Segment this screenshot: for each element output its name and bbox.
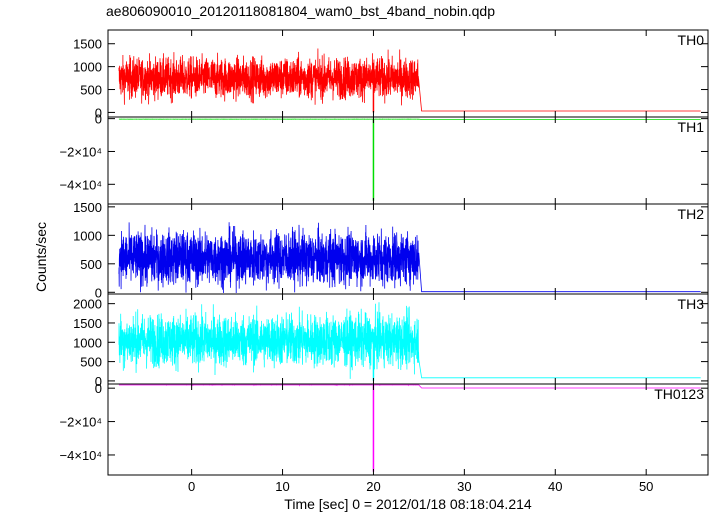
y-tick-label: −4×10⁴ — [60, 448, 102, 463]
x-tick-label: 40 — [548, 479, 562, 494]
x-tick-label: 10 — [275, 479, 289, 494]
y-tick-label: 0 — [95, 105, 102, 120]
y-tick-label: 500 — [80, 257, 102, 272]
panel-label: TH0123 — [654, 386, 704, 402]
x-tick-label: 20 — [366, 479, 380, 494]
y-tick-label: 1500 — [73, 200, 102, 215]
y-tick-label: −2×10⁴ — [60, 415, 102, 430]
series-line — [118, 384, 701, 389]
x-tick-label: 50 — [639, 479, 653, 494]
series-line — [118, 118, 701, 120]
panel-label: TH0 — [678, 32, 705, 48]
y-tick-label: 0 — [95, 285, 102, 300]
panel-frame — [107, 383, 709, 476]
y-tick-label: 500 — [80, 355, 102, 370]
panel-label: TH2 — [678, 206, 705, 222]
y-tick-label: 1000 — [73, 228, 102, 243]
y-tick-label: 1000 — [73, 60, 102, 75]
panel-th1: 0 −2×10⁴ −4×10⁴ TH1 — [60, 112, 709, 205]
panel-th3: 0 500 1000 1500 2000 TH3 — [73, 293, 709, 389]
y-tick-label: −2×10⁴ — [60, 144, 102, 159]
panel-frame — [107, 116, 709, 205]
series-line — [118, 48, 701, 112]
panel-th2: 0 500 1000 1500 TH2 — [73, 200, 709, 300]
y-tick-label: 1500 — [73, 316, 102, 331]
x-tick-label: 30 — [457, 479, 471, 494]
y-tick-label: 1000 — [73, 335, 102, 350]
y-tick-label: −4×10⁴ — [60, 177, 102, 192]
y-tick-label: 0 — [95, 381, 102, 396]
panel-label: TH1 — [678, 119, 705, 135]
y-tick-label: 0 — [95, 374, 102, 389]
panel-label: TH3 — [678, 296, 705, 312]
y-tick-label: 1500 — [73, 37, 102, 52]
y-tick-label: 500 — [80, 83, 102, 98]
page-title: ae806090010_20120118081804_wam0_bst_4ban… — [106, 3, 495, 19]
panel-th0123: 0 −2×10⁴ −4×10⁴ TH0123 — [60, 381, 709, 476]
panel-th0: 0 500 1000 1500 TH0 — [73, 29, 709, 120]
series-line — [118, 302, 701, 379]
x-tick-label: 0 — [188, 479, 195, 494]
series-line — [118, 222, 701, 294]
y-tick-label: 0 — [95, 112, 102, 127]
x-axis-title: Time [sec] 0 = 2012/01/18 08:18:04.214 — [284, 496, 532, 512]
y-axis-title: Counts/sec — [33, 221, 49, 293]
y-tick-label: 2000 — [73, 297, 102, 312]
